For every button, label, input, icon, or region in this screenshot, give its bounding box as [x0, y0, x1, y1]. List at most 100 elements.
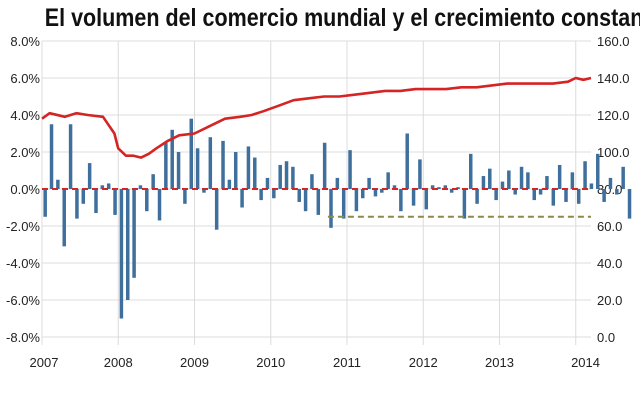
bar: [176, 152, 181, 189]
bar: [195, 148, 200, 189]
bar: [627, 189, 632, 219]
bar: [367, 177, 371, 189]
bar: [303, 189, 308, 212]
x-tick-label: 2012: [409, 355, 438, 370]
bar: [519, 166, 524, 189]
bar: [214, 189, 219, 230]
bar: [62, 189, 66, 247]
y-left-tick-label: -6.0%: [6, 293, 40, 308]
bar: [265, 177, 270, 189]
bar: [310, 174, 314, 189]
bar: [488, 168, 492, 189]
x-tick-label: 2008: [104, 355, 133, 370]
bar: [233, 152, 238, 189]
bar: [557, 164, 562, 189]
bar: [316, 189, 321, 215]
y-left-tick-label: -4.0%: [6, 256, 40, 271]
bar: [456, 187, 460, 189]
y-right-tick-label: 0.0: [597, 330, 615, 345]
bar: [164, 142, 168, 189]
y-right-tick-label: 140.0: [597, 71, 630, 86]
bar: [348, 150, 352, 189]
y-left-tick-label: -8.0%: [6, 330, 40, 345]
bar: [405, 133, 409, 189]
bar: [291, 166, 295, 189]
bar: [119, 189, 124, 319]
bar: [100, 185, 105, 189]
bar: [157, 189, 162, 221]
bar: [380, 189, 384, 193]
bar: [430, 185, 435, 189]
y-left-tick-label: 8.0%: [10, 34, 40, 49]
bar: [475, 189, 479, 204]
x-tick-label: 2009: [180, 355, 209, 370]
bar: [392, 185, 397, 189]
x-tick-label: 2013: [485, 355, 514, 370]
bar: [43, 189, 47, 217]
bar: [297, 189, 301, 202]
y-left-tick-label: 6.0%: [10, 71, 40, 86]
bar: [538, 189, 543, 195]
bar: [411, 189, 416, 206]
bar: [564, 189, 568, 202]
bar: [208, 137, 213, 189]
bar: [126, 189, 130, 300]
bar: [494, 189, 498, 201]
bar: [278, 164, 282, 189]
bar: [151, 174, 155, 189]
x-tick-label: 2007: [30, 355, 59, 370]
bar: [373, 189, 378, 197]
bar: [170, 129, 174, 189]
y-right-tick-label: 160.0: [597, 34, 630, 49]
bar: [138, 185, 143, 189]
bar: [322, 142, 327, 189]
bar: [87, 163, 92, 189]
index-line: [41, 76, 592, 159]
bar: [68, 124, 73, 189]
bar: [56, 179, 60, 189]
y-left-tick-label: 0.0%: [10, 182, 40, 197]
bar: [75, 189, 79, 219]
bar: [576, 189, 581, 204]
bar: [341, 189, 346, 219]
bar: [94, 189, 98, 214]
bar: [551, 189, 556, 206]
bar: [106, 183, 111, 189]
bar: [49, 124, 54, 189]
bar: [418, 159, 422, 189]
x-tick-label: 2014: [571, 355, 600, 370]
bar: [132, 189, 136, 278]
bar: [602, 189, 606, 202]
bar: [202, 189, 206, 193]
bar: [443, 185, 448, 189]
bar: [284, 161, 289, 189]
bar: [354, 189, 359, 212]
y-left-tick-label: 2.0%: [10, 145, 40, 160]
y-right-tick-label: 20.0: [597, 293, 622, 308]
y-left-tick-label: 4.0%: [10, 108, 40, 123]
bar: [583, 161, 587, 189]
bar: [183, 189, 187, 204]
bar: [570, 172, 575, 189]
bar: [424, 189, 429, 210]
bar: [615, 189, 619, 195]
x-tick-label: 2010: [256, 355, 285, 370]
bar: [189, 118, 194, 189]
bar: [221, 140, 225, 189]
bar: [596, 153, 600, 189]
bar: [335, 177, 340, 189]
y-left-tick-label: -2.0%: [6, 219, 40, 234]
bar: [481, 176, 486, 189]
y-right-tick-label: 40.0: [597, 256, 622, 271]
bar: [589, 183, 594, 189]
y-right-tick-label: 100.0: [597, 145, 630, 160]
bar: [621, 166, 625, 189]
bar: [449, 189, 454, 193]
bar: [253, 157, 257, 189]
bar: [462, 189, 467, 219]
y-right-tick-label: 120.0: [597, 108, 630, 123]
bar: [81, 189, 86, 204]
bar: [545, 176, 549, 189]
bar: [526, 172, 530, 189]
